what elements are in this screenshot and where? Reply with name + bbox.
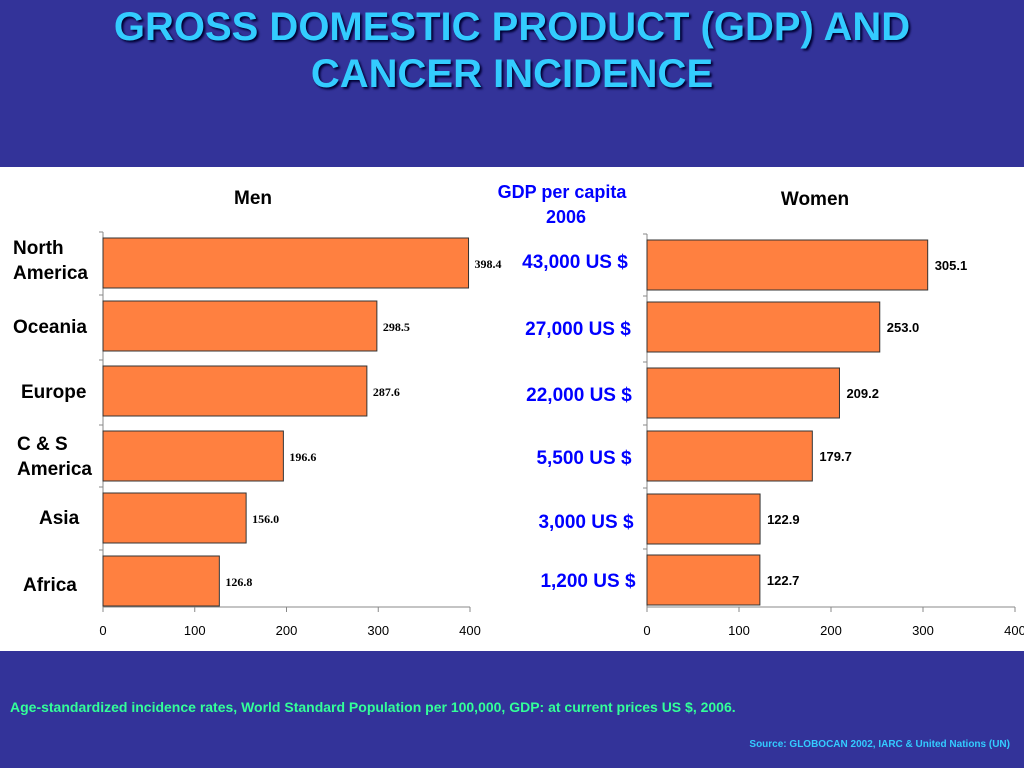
men-x-tick-label-200: 200 [276,623,298,638]
men-value-label-c-s-america: 196.6 [289,450,316,464]
source-note: Source: GLOBOCAN 2002, IARC & United Nat… [749,739,1010,750]
men-value-label-north-america: 398.4 [475,257,502,271]
women-bar-africa [646,554,761,606]
category-label-oceania: Oceania [13,317,87,338]
women-value-label-europe: 209.2 [846,386,879,401]
women-bar-asia [646,493,761,545]
women-value-label-asia: 122.9 [767,512,800,527]
men-category-labels: North America Oceania Europe C & S Ameri… [13,238,92,596]
men-x-tick-label-0: 0 [99,623,106,638]
gdp-value-africa: 1,200 US $ [540,571,635,592]
gdp-column: GDP per capita 2006 43,000 US $ 27,000 US… [498,182,636,592]
women-value-label-oceania: 253.0 [887,320,920,335]
slide-title: GROSS DOMESTIC PRODUCT (GDP) AND CANCER … [0,4,1024,98]
chart-svg: Men North America Oceania Europe C & S A… [13,182,1024,638]
men-value-label-africa: 126.8 [225,575,252,589]
north-america-line-2: America [13,263,88,284]
gdp-value-europe: 22,000 US $ [526,385,632,406]
category-label-cs-america: C & S America [17,434,92,480]
gdp-value-c-s-america: 5,500 US $ [536,448,631,469]
men-plot-area: 0 100 200 300 400 398.4 298.5 287.6 196.6 156.0 12… [99,231,502,638]
cs-america-line-2: America [17,459,92,480]
category-label-africa: Africa [23,575,77,596]
men-x-tick-label-300: 300 [367,623,389,638]
women-bar-oceania [646,301,881,353]
men-bar-c-s-america [102,430,284,482]
north-america-line-1: North [13,238,64,259]
title-line-2: CANCER INCIDENCE [310,52,714,96]
category-label-europe: Europe [21,382,86,403]
men-value-label-europe: 287.6 [373,385,400,399]
men-bar-north-america [102,237,470,289]
women-x-tick-label-100: 100 [728,623,750,638]
women-chart-title: Women [781,189,849,210]
gdp-value-asia: 3,000 US $ [538,512,633,533]
chart-panel: Men North America Oceania Europe C & S A… [0,167,1024,651]
women-plot-area: 0 100 200 300 400 305.1 253.0 209.2 179.7 122.9 12… [643,233,1024,638]
title-line-1: GROSS DOMESTIC PRODUCT (GDP) AND [113,5,911,49]
category-label-asia: Asia [39,508,80,529]
men-chart-title: Men [234,188,272,209]
women-value-label-africa: 122.7 [767,573,800,588]
women-x-tick-label-400: 400 [1004,623,1024,638]
gdp-title-line-2: 2006 [546,207,586,227]
men-value-label-asia: 156.0 [252,512,279,526]
women-value-label-c-s-america: 179.7 [819,449,852,464]
women-chart: Women 0 100 200 300 400 305.1 253.0 209.2 179.7 1… [643,189,1024,638]
women-x-tick-label-300: 300 [912,623,934,638]
women-value-label-north-america: 305.1 [935,258,968,273]
men-chart: Men North America Oceania Europe C & S A… [13,188,502,638]
men-value-label-oceania: 298.5 [383,320,410,334]
category-label-north-america: North America [13,238,88,284]
footnote: Age-standardized incidence rates, World … [10,699,736,715]
cs-america-line-1: C & S [17,434,68,455]
women-x-tick-label-200: 200 [820,623,842,638]
men-x-tick-label-100: 100 [184,623,206,638]
gdp-title-line-1: GDP per capita [498,182,628,202]
women-x-tick-label-0: 0 [643,623,650,638]
men-bar-asia [102,492,247,544]
women-bar-europe [646,367,840,419]
gdp-values: 43,000 US $ 27,000 US $ 22,000 US $ 5,500 U… [522,252,636,592]
gdp-value-north-america: 43,000 US $ [522,252,628,273]
men-x-tick-label-400: 400 [459,623,481,638]
men-bar-africa [102,555,220,607]
women-bar-north-america [646,239,929,291]
men-bar-europe [102,365,368,417]
gdp-value-oceania: 27,000 US $ [525,319,631,340]
women-bar-c-s-america [646,430,813,482]
men-bar-oceania [102,300,378,352]
